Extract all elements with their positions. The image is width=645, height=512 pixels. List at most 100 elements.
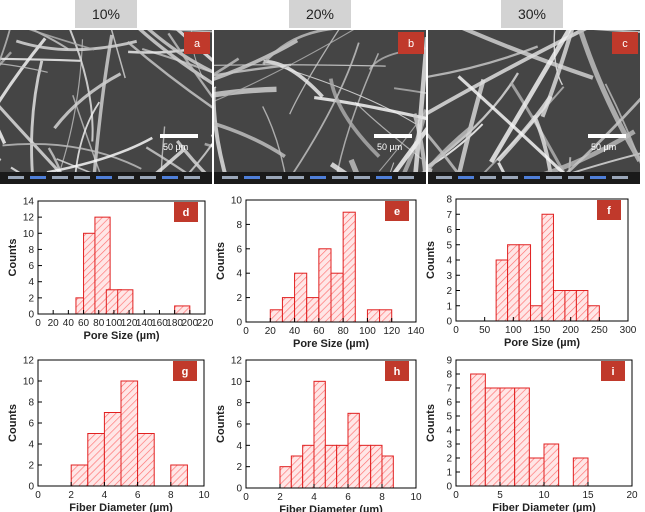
y-tick-label: 0 — [236, 484, 242, 495]
x-tick-label: 80 — [338, 326, 350, 337]
x-tick-label: 20 — [265, 326, 277, 337]
fiber-strand — [214, 63, 292, 77]
sem-info-text-mark — [568, 176, 584, 179]
x-tick-label: 140 — [136, 318, 153, 329]
header-30-percent: 30% — [501, 0, 563, 28]
histogram-bar — [336, 444, 349, 489]
fiber-strand — [457, 75, 578, 184]
sem-info-text-mark — [244, 176, 260, 179]
histogram-bar — [170, 464, 188, 487]
panel-badge — [612, 32, 638, 54]
fiber-strand — [262, 30, 335, 65]
histogram-bar — [313, 380, 326, 489]
fiber-strand — [141, 47, 212, 74]
fiber-strand — [214, 30, 354, 102]
histogram-bar — [342, 211, 356, 323]
fiber-strand — [540, 30, 574, 118]
plot-frame — [245, 199, 417, 323]
y-tick-label: 12 — [231, 356, 243, 367]
y-tick-label: 5 — [446, 240, 452, 251]
sem-info-text-mark — [480, 176, 496, 179]
y-tick-label: 2 — [446, 286, 452, 297]
x-tick-label: 0 — [453, 490, 459, 501]
header-20-percent: 20% — [289, 0, 351, 28]
histogram-bar — [324, 444, 338, 489]
x-tick-label: 4 — [311, 492, 317, 503]
x-tick-label: 4 — [102, 490, 108, 501]
fiber-strand — [91, 34, 114, 184]
fiber-strand — [0, 37, 47, 103]
fiber-strand — [428, 30, 587, 115]
sem-info-text-mark — [376, 176, 392, 179]
sem-image-a: 50 µm a — [0, 30, 212, 184]
y-tick-label: 4 — [236, 441, 242, 452]
y-axis-title: Counts — [425, 404, 437, 442]
scale-bar — [160, 134, 198, 138]
sem-info-text-mark — [8, 176, 24, 179]
x-tick-label: 0 — [35, 318, 41, 329]
y-axis-title: Counts — [7, 404, 19, 442]
sem-image-b-picture: 50 µm b — [214, 30, 426, 184]
y-tick-label: 8 — [28, 398, 34, 409]
y-tick-label: 4 — [236, 269, 242, 280]
fiber-strand — [263, 59, 324, 99]
histogram-bar — [575, 290, 589, 322]
x-tick-label: 50 — [479, 325, 491, 336]
y-tick-label: 3 — [446, 271, 452, 282]
histogram-bar — [564, 290, 577, 322]
x-tick-label: 100 — [359, 326, 376, 337]
x-tick-label: 150 — [534, 325, 551, 336]
fiber-strand — [73, 101, 101, 184]
histogram-bar — [302, 444, 315, 489]
fiber-strand — [28, 30, 95, 51]
y-tick-label: 0 — [28, 482, 34, 493]
x-tick-label: 180 — [166, 318, 183, 329]
x-axis-title: Pore Size (µm) — [504, 337, 580, 349]
y-tick-label: 9 — [446, 356, 452, 367]
sem-info-text-mark — [458, 176, 474, 179]
histogram-bar — [358, 444, 372, 489]
fiber-strand — [313, 96, 426, 121]
y-tick-label: 0 — [28, 310, 34, 321]
fiber-strand — [0, 57, 81, 62]
fiber-strand — [15, 39, 138, 52]
x-tick-label: 10 — [410, 492, 422, 503]
x-tick-label: 20 — [626, 490, 638, 501]
x-tick-label: 6 — [135, 490, 141, 501]
y-tick-label: 8 — [446, 370, 452, 381]
panel-letter: e — [394, 206, 400, 218]
fiber-strand — [428, 124, 474, 172]
x-tick-label: 140 — [408, 326, 425, 337]
histogram-bar — [543, 443, 560, 487]
sem-info-text-mark — [524, 176, 540, 179]
histogram-bar — [306, 297, 320, 323]
histogram-bar — [318, 248, 332, 323]
y-tick-label: 8 — [236, 220, 242, 231]
y-tick-label: 10 — [231, 377, 243, 388]
fiber-strand — [496, 95, 553, 163]
fiber-strand — [47, 147, 67, 184]
x-tick-label: 2 — [68, 490, 74, 501]
y-tick-label: 10 — [231, 196, 243, 207]
x-axis-title: Fiber Diameter (µm) — [69, 502, 173, 512]
histogram-bar — [528, 457, 545, 487]
x-tick-label: 40 — [289, 326, 301, 337]
fiber-strand — [0, 63, 48, 73]
panel-badge — [385, 361, 409, 381]
sem-info-text-mark — [30, 176, 46, 179]
fiber-strand — [553, 97, 640, 184]
x-axis-title: Fiber Diameter (µm) — [279, 504, 383, 512]
sem-info-text-mark — [436, 176, 452, 179]
fiber-strand — [214, 38, 299, 81]
histogram-bar — [347, 412, 360, 489]
fiber-strand — [292, 42, 360, 174]
sem-info-text-mark — [118, 176, 134, 179]
y-tick-label: 2 — [28, 293, 34, 304]
sem-info-text-mark — [288, 176, 304, 179]
x-tick-label: 220 — [197, 318, 214, 329]
y-tick-label: 2 — [236, 462, 242, 473]
x-tick-label: 80 — [93, 318, 105, 329]
y-tick-label: 0 — [446, 482, 452, 493]
y-tick-label: 1 — [446, 468, 452, 479]
y-axis-title: Counts — [215, 405, 227, 443]
